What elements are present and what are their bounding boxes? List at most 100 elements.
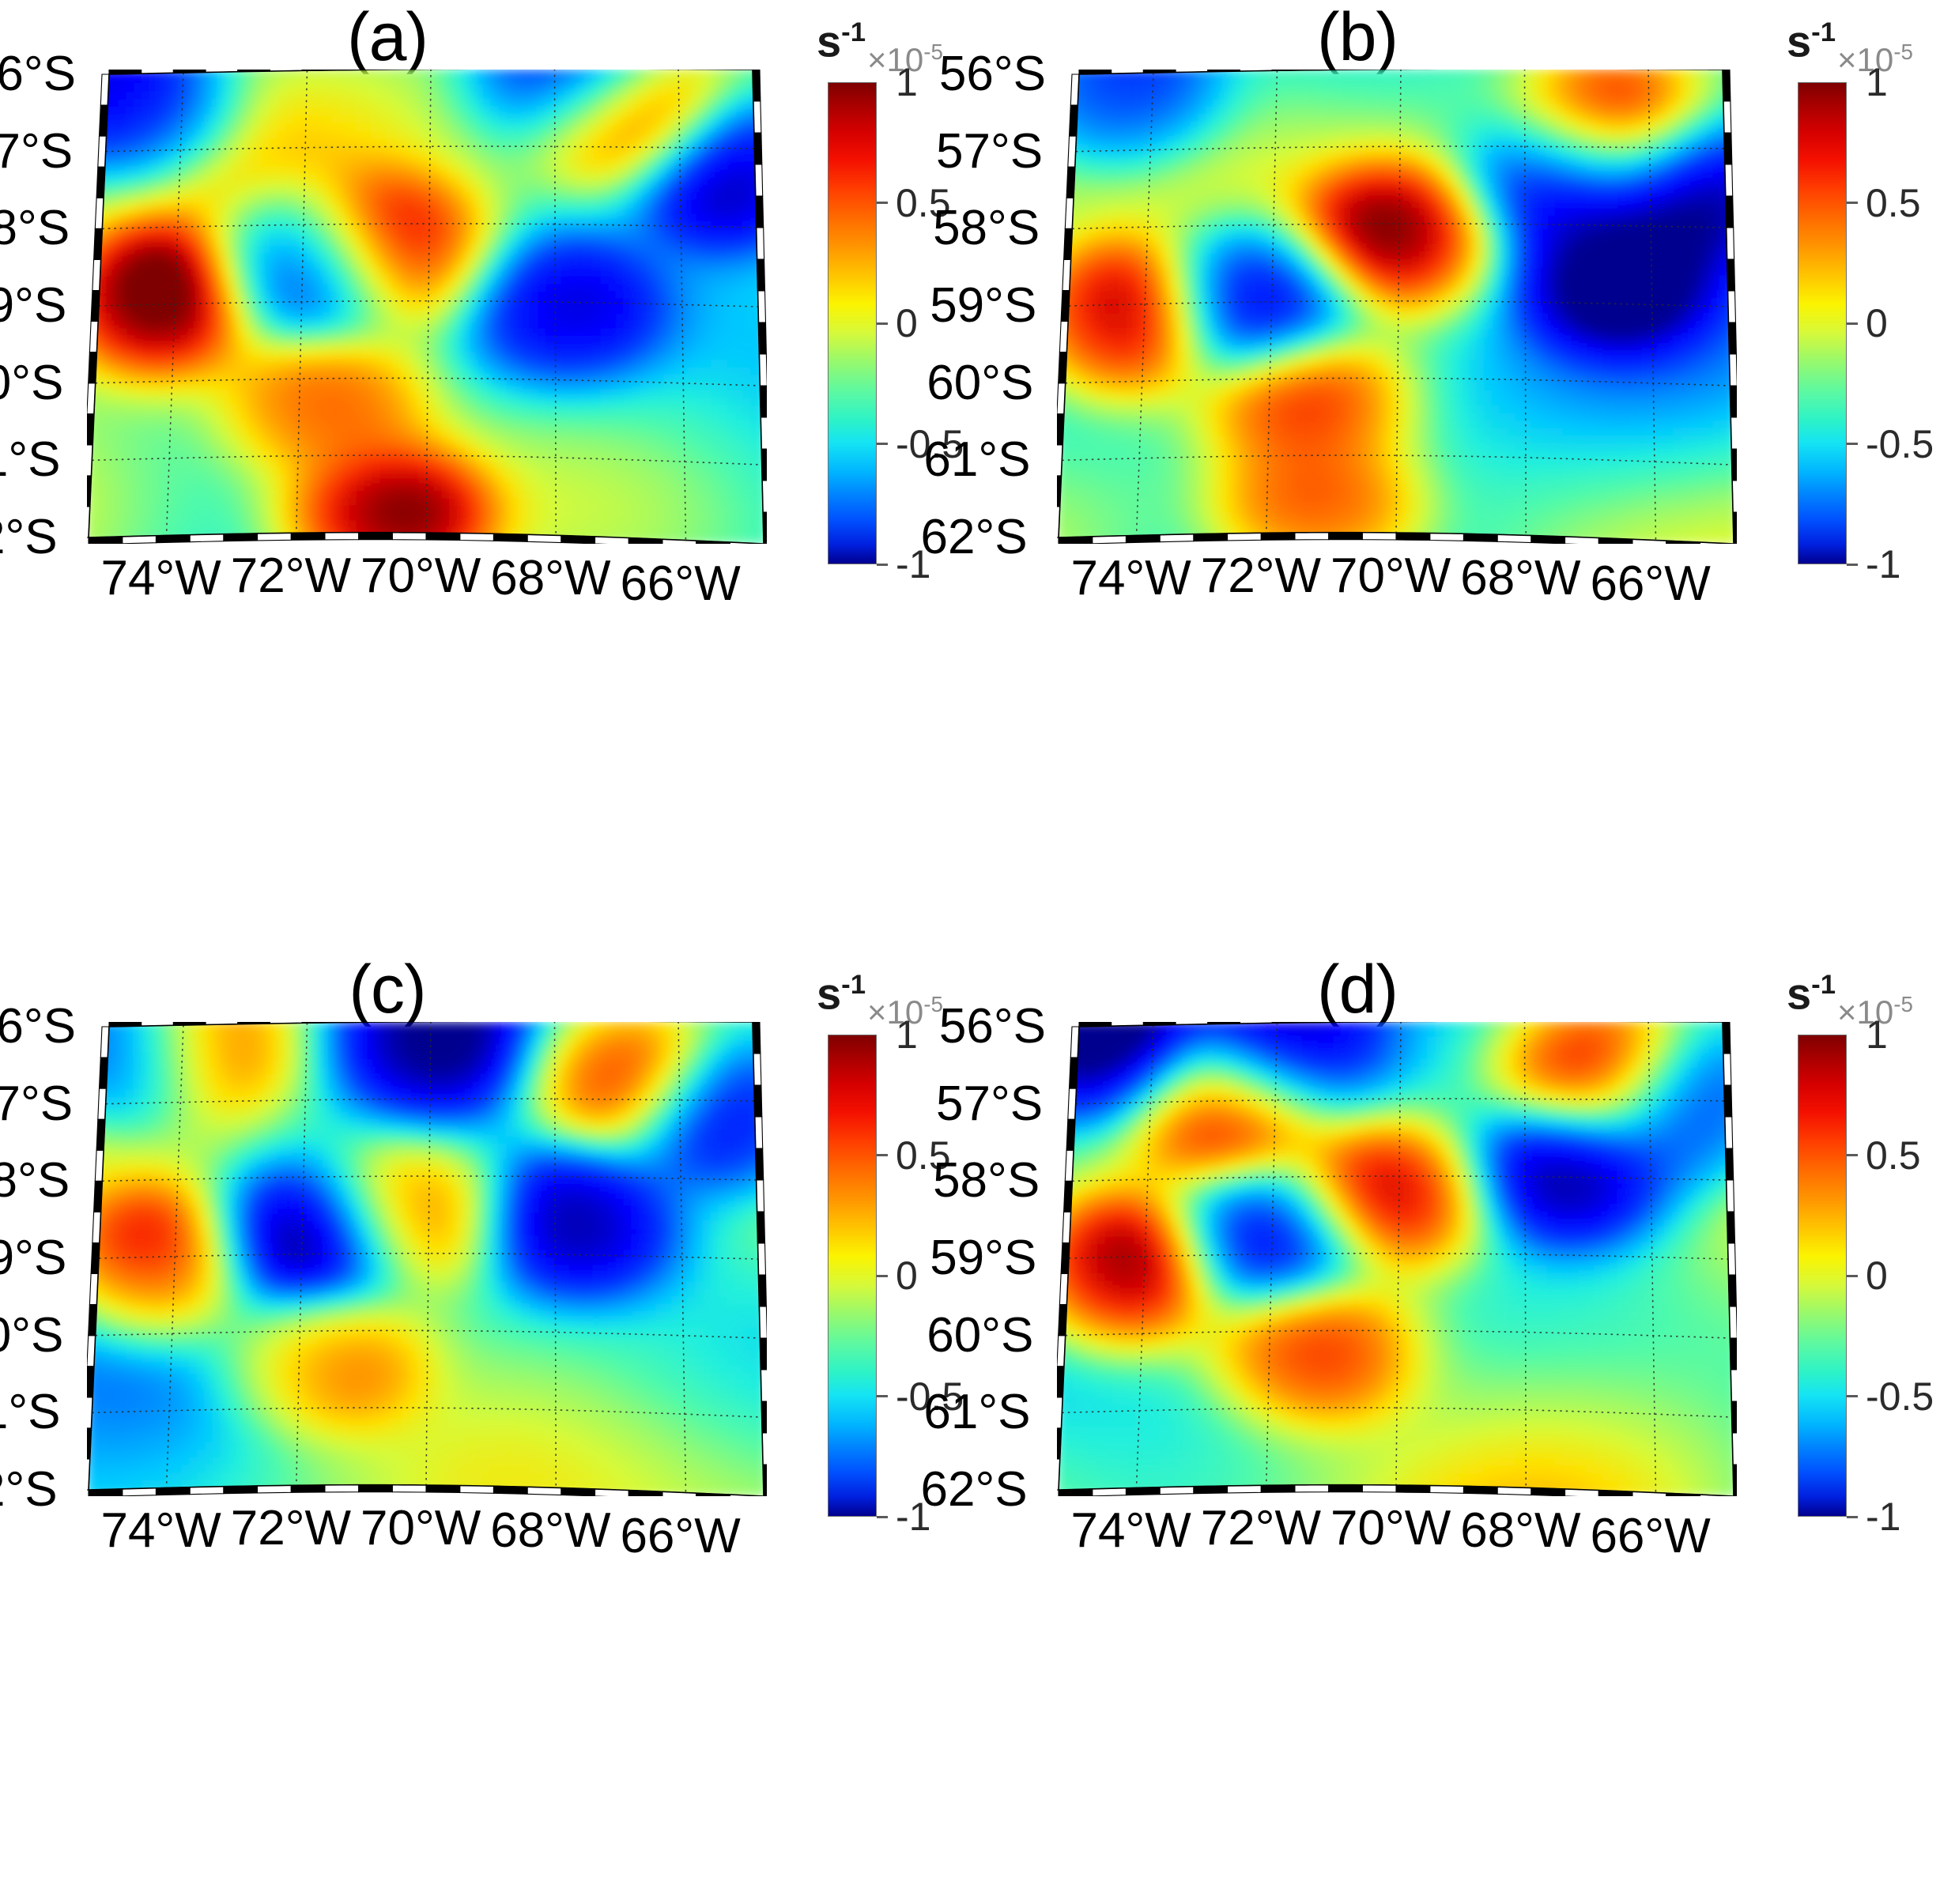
panel-c-colorbar: s-1 ×10-5 1 0.5 0 -0.5 -1 [794, 967, 976, 1551]
colorbar-tick-label: 1 [896, 62, 918, 102]
colorbar-tick-mark [1847, 1274, 1858, 1277]
colorbar-tick: -1 [877, 545, 930, 584]
y-tick-label: 56°S [939, 1002, 1046, 1051]
y-tick-label: 59°S [930, 1234, 1036, 1283]
colorbar-exponent-label: ×10-5 [867, 993, 943, 1029]
panel-d-heatmap [1057, 1022, 1737, 1496]
panel-b-colorbar: s-1 ×10-5 1 0.5 0 -0.5 -1 [1764, 14, 1940, 599]
colorbar-tick-mark [877, 1515, 888, 1518]
panel-d: (d) 56°S 57°S 58°S 59°S 60°S 61°S 62°S 74°W 72°… [920, 952, 1940, 1904]
colorbar-gradient [1798, 82, 1847, 564]
colorbar-tick-label: -0.5 [1866, 1377, 1934, 1416]
x-tick-label: 74°W [101, 1506, 221, 1555]
panel-a-colorbar: s-1 ×10-5 1 0.5 0 -0.5 -1 [794, 14, 976, 599]
x-tick-label: 68°W [1460, 554, 1580, 603]
colorbar-tick-mark [877, 563, 888, 566]
colorbar-tick-label: 0.5 [896, 1136, 951, 1175]
y-tick-label: 62°S [920, 1465, 1027, 1514]
colorbar-tick: 0.5 [877, 1136, 951, 1175]
x-tick-label: 70°W [1330, 552, 1451, 601]
panel-a-y-axis: 56°S 57°S 58°S 59°S 60°S 61°S 62°S [0, 50, 89, 562]
colorbar-tick-mark [877, 1034, 888, 1036]
y-tick-label: 59°S [930, 281, 1036, 330]
y-tick-label: 62°S [0, 1465, 58, 1514]
panel-d-map-canvas [1057, 1022, 1737, 1496]
colorbar-tick: 0 [877, 304, 918, 343]
colorbar-unit-label: s-1 [817, 19, 866, 64]
colorbar-tick-label: 0 [1866, 304, 1888, 343]
colorbar-exponent-label: ×10-5 [1837, 993, 1913, 1029]
colorbar-ticks: 1 0.5 0 -0.5 -1 [1847, 62, 1940, 584]
y-tick-label: 62°S [0, 513, 58, 562]
panel-b-y-axis: 56°S 57°S 58°S 59°S 60°S 61°S 62°S [920, 50, 1059, 562]
colorbar-tick: -1 [1847, 545, 1900, 584]
colorbar-tick-mark [1847, 563, 1858, 566]
x-tick-label: 74°W [1071, 554, 1191, 603]
colorbar-tick-mark [877, 202, 888, 204]
colorbar-tick: 1 [877, 62, 918, 102]
colorbar-tick-label: 0.5 [1866, 183, 1921, 223]
panel-b-map-canvas [1057, 70, 1737, 544]
colorbar-unit-label: s-1 [817, 971, 866, 1016]
y-tick-label: 58°S [0, 204, 70, 253]
panel-d-map [1057, 1022, 1737, 1496]
colorbar-tick: -0.5 [1847, 1377, 1934, 1416]
panel-c-title: (c) [0, 956, 775, 1024]
panel-a-heatmap [87, 70, 767, 544]
colorbar-tick-label: -1 [1866, 545, 1900, 584]
panel-b-heatmap [1057, 70, 1737, 544]
x-tick-label: 72°W [231, 552, 351, 601]
panel-d-x-axis: 74°W 72°W 70°W 68°W 66°W [1049, 1499, 1761, 1563]
panel-c-x-axis: 74°W 72°W 70°W 68°W 66°W [79, 1499, 791, 1563]
colorbar-tick: -0.5 [877, 1377, 964, 1416]
colorbar-ticks: 1 0.5 0 -0.5 -1 [1847, 1015, 1940, 1536]
colorbar-tick: 0.5 [1847, 183, 1921, 223]
colorbar-tick-mark [877, 1274, 888, 1277]
x-tick-label: 68°W [490, 1506, 610, 1555]
y-tick-label: 60°S [0, 1310, 63, 1360]
colorbar-tick: 1 [877, 1015, 918, 1054]
y-tick-label: 56°S [0, 50, 76, 99]
panel-a-map [87, 70, 767, 544]
colorbar-tick-mark [1847, 1034, 1858, 1036]
colorbar-ticks: 1 0.5 0 -0.5 -1 [877, 62, 976, 584]
colorbar-tick-label: -0.5 [896, 424, 964, 464]
y-tick-label: 61°S [923, 435, 1030, 484]
colorbar-tick: 0 [1847, 304, 1888, 343]
panel-c-map-canvas [87, 1022, 767, 1496]
y-tick-label: 61°S [923, 1388, 1030, 1437]
x-tick-label: 68°W [490, 554, 610, 603]
colorbar-gradient [828, 1035, 877, 1517]
x-tick-label: 66°W [620, 1511, 740, 1561]
x-tick-label: 66°W [1590, 1511, 1710, 1561]
colorbar-tick-label: -1 [896, 545, 930, 584]
y-tick-label: 57°S [0, 126, 73, 176]
x-tick-label: 74°W [101, 554, 221, 603]
y-tick-label: 56°S [939, 50, 1046, 99]
colorbar-tick-label: 0 [896, 1256, 918, 1295]
colorbar-tick-label: -0.5 [896, 1377, 964, 1416]
x-tick-label: 70°W [360, 552, 481, 601]
y-tick-label: 60°S [0, 358, 63, 408]
colorbar-tick-mark [877, 81, 888, 84]
colorbar-gradient [828, 82, 877, 564]
colorbar-tick-mark [877, 1395, 888, 1397]
x-tick-label: 72°W [231, 1504, 351, 1553]
colorbar-tick: 0 [877, 1256, 918, 1295]
panel-a-x-axis: 74°W 72°W 70°W 68°W 66°W [79, 547, 791, 610]
panel-b-title: (b) [970, 3, 1745, 71]
colorbar-tick-label: 1 [896, 1015, 918, 1054]
panel-c: (c) 56°S 57°S 58°S 59°S 60°S 61°S 62°S 74°W72°… [0, 952, 970, 1904]
panel-c-y-axis: 56°S 57°S 58°S 59°S 60°S 61°S 62°S [0, 1002, 89, 1514]
colorbar-gradient [1798, 1035, 1847, 1517]
x-tick-label: 72°W [1201, 552, 1321, 601]
colorbar-tick: -0.5 [877, 424, 964, 464]
colorbar-tick: 0.5 [1847, 1136, 1921, 1175]
panel-d-y-axis: 56°S 57°S 58°S 59°S 60°S 61°S 62°S [920, 1002, 1059, 1514]
colorbar-exponent-label: ×10-5 [1837, 41, 1913, 77]
x-tick-label: 74°W [1071, 1506, 1191, 1555]
y-tick-label: 57°S [936, 1079, 1043, 1129]
panel-b-x-axis: 74°W 72°W 70°W 68°W 66°W [1049, 547, 1761, 610]
y-tick-label: 58°S [933, 1156, 1040, 1205]
colorbar-tick: 1 [1847, 1015, 1888, 1054]
